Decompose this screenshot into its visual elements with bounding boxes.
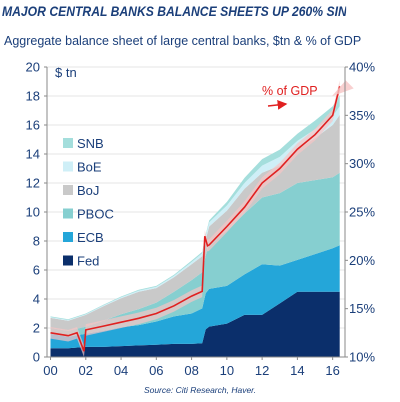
y-right-tick-label: 15% [349,301,375,316]
x-tick-label: 10 [220,363,234,378]
legend-label-pboc: PBOC [77,207,114,222]
gdp-line [50,86,341,352]
y-left-tick-label: 0 [33,350,40,365]
y-right-tick-label: 20% [349,253,375,268]
legend-label-fed: Fed [77,254,99,269]
gdp-series [50,80,354,357]
y-left-tick-label: 2 [33,321,40,336]
x-tick-label: 00 [43,363,57,378]
y-right-tick-label: 40% [349,60,375,75]
stacked-areas [50,95,340,357]
y-left-unit-label: $ tn [55,65,77,80]
gdp-end-arrow [331,80,354,97]
y-left-tick-label: 20 [26,60,40,75]
y-right-tick-label: 35% [349,108,375,123]
legend-swatch-fed [63,255,73,266]
legend-swatch-boe [63,161,73,172]
x-tick-label: 16 [325,363,339,378]
legend-label-ecb: ECB [77,230,104,245]
y-right-tick-label: 25% [349,205,375,220]
y-left-tick-label: 12 [26,176,40,191]
y-right-tick-label: 10% [349,350,375,365]
y-right-tick-label: 30% [349,156,375,171]
area-ecb [50,245,340,349]
legend-swatch-pboc [63,208,73,219]
axes: 0246810121416182010%15%20%25%30%35%40%00… [26,60,376,379]
x-tick-label: 06 [149,363,163,378]
chart-title: MAJOR CENTRAL BANKS BALANCE SHEETS UP 26… [2,3,347,19]
area-pboc [50,172,340,337]
y-left-tick-label: 16 [26,118,40,133]
x-tick-label: 08 [184,363,198,378]
x-tick-label: 04 [114,363,128,378]
area-fed [50,291,340,357]
legend-label-boe: BoE [77,160,102,175]
legend-swatch-boj [63,185,73,195]
y-left-tick-label: 18 [26,89,40,104]
y-left-tick-label: 14 [26,147,40,162]
x-tick-label: 14 [290,363,304,378]
legend-swatch-ecb [63,232,73,242]
y-left-tick-label: 4 [33,292,40,307]
gdp-annotation-label: % of GDP [262,84,318,98]
x-tick-label: 12 [255,363,269,378]
source-note: Source: Citi Research, Haver. [143,385,257,395]
y-left-tick-label: 10 [26,205,40,220]
legend-label-snb: SNB [77,136,104,151]
annotation-arrow [267,100,288,110]
legend-label-boj: BoJ [77,183,99,198]
y-left-tick-label: 6 [33,263,40,278]
legend-swatch-snb [63,138,73,148]
y-left-tick-label: 8 [33,234,40,249]
x-tick-label: 02 [79,363,93,378]
chart-subtitle: Aggregate balance sheet of large central… [4,34,362,48]
legend: SNB BoE BoJ PBOC ECB Fed [63,136,114,269]
